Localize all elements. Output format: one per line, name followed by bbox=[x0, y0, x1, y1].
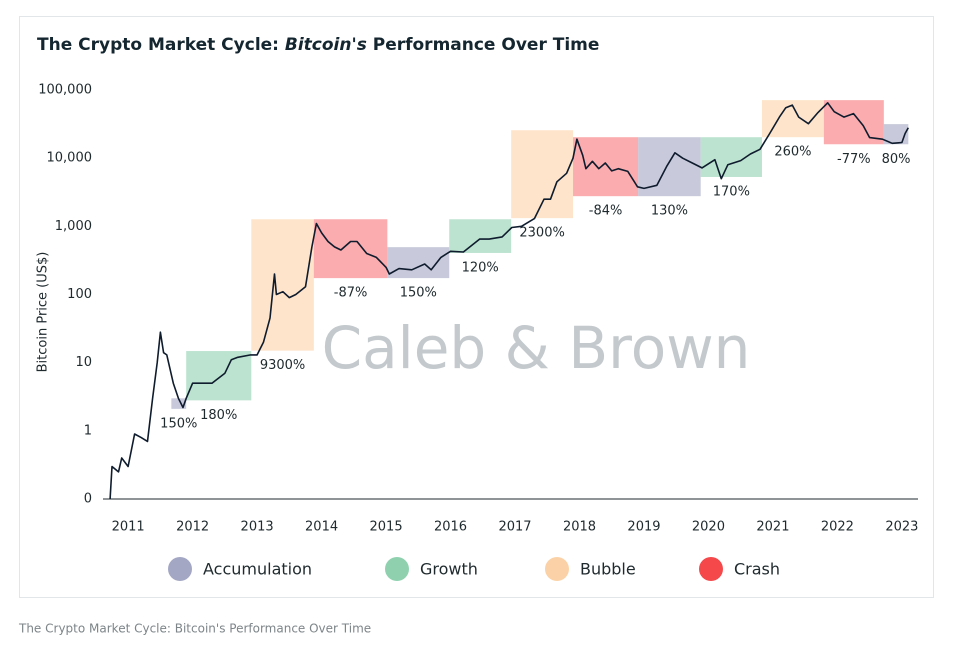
x-tick-label: 2021 bbox=[756, 520, 789, 535]
region-label: 9300% bbox=[260, 358, 305, 373]
x-tick-label: 2020 bbox=[692, 520, 725, 535]
region-label: -87% bbox=[334, 286, 368, 301]
x-tick-label: 2023 bbox=[885, 520, 918, 535]
legend-swatch bbox=[699, 557, 723, 581]
x-tick-label: 2011 bbox=[112, 520, 145, 535]
legend-swatch bbox=[168, 557, 192, 581]
region bbox=[511, 130, 574, 219]
chart-title: The Crypto Market Cycle: Bitcoin's Perfo… bbox=[37, 35, 599, 55]
y-tick-label: 0 bbox=[84, 492, 92, 507]
legend-label: Crash bbox=[734, 560, 780, 579]
watermark: Caleb & Brown bbox=[322, 314, 751, 382]
title-part: Bitcoin's bbox=[285, 35, 367, 55]
regions bbox=[171, 100, 909, 409]
region bbox=[449, 219, 512, 253]
y-tick-label: 100 bbox=[67, 287, 92, 302]
region bbox=[700, 137, 762, 177]
x-tick-label: 2013 bbox=[241, 520, 274, 535]
region-label: -77% bbox=[837, 152, 871, 167]
legend-swatch bbox=[385, 557, 409, 581]
title-part: Performance Over Time bbox=[373, 35, 600, 55]
region-label: 2300% bbox=[519, 226, 564, 241]
region-label: 80% bbox=[882, 152, 911, 167]
region bbox=[823, 100, 884, 145]
legend-label: Bubble bbox=[580, 560, 636, 579]
region bbox=[638, 137, 701, 197]
region-label: 150% bbox=[400, 286, 437, 301]
legend-label: Accumulation bbox=[203, 560, 312, 579]
y-tick-label: 1 bbox=[84, 423, 92, 438]
region-label: 260% bbox=[774, 145, 811, 160]
y-tick-label: 100,000 bbox=[38, 83, 92, 98]
y-tick-label: 1,000 bbox=[55, 219, 92, 234]
x-tick-label: 2015 bbox=[370, 520, 403, 535]
region bbox=[251, 219, 314, 351]
x-tick-label: 2019 bbox=[627, 520, 660, 535]
title-part: The Crypto Market Cycle: bbox=[37, 35, 279, 55]
price-line bbox=[109, 102, 910, 500]
x-tick-label: 2012 bbox=[176, 520, 209, 535]
x-tick-label: 2016 bbox=[434, 520, 467, 535]
region bbox=[186, 351, 252, 401]
region bbox=[387, 247, 450, 279]
region bbox=[313, 219, 388, 279]
region bbox=[883, 124, 909, 145]
x-tick-label: 2022 bbox=[821, 520, 854, 535]
legend-swatch bbox=[545, 557, 569, 581]
y-axis-label: Bitcoin Price (US$) bbox=[36, 252, 51, 373]
region-label: 170% bbox=[713, 184, 750, 199]
caption: The Crypto Market Cycle: Bitcoin's Perfo… bbox=[18, 622, 371, 636]
y-tick-label: 10 bbox=[75, 355, 92, 370]
legend-label: Growth bbox=[420, 560, 478, 579]
y-tick-label: 10,000 bbox=[47, 151, 93, 166]
x-tick-label: 2017 bbox=[498, 520, 531, 535]
x-tick-label: 2014 bbox=[305, 520, 338, 535]
region bbox=[573, 137, 639, 197]
region-label: 120% bbox=[462, 260, 499, 275]
region-label: -84% bbox=[589, 204, 623, 219]
x-tick-label: 2018 bbox=[563, 520, 596, 535]
region bbox=[171, 398, 187, 409]
region-label: 130% bbox=[651, 204, 688, 219]
region-label: 180% bbox=[200, 408, 237, 423]
region-label: 150% bbox=[160, 416, 197, 431]
